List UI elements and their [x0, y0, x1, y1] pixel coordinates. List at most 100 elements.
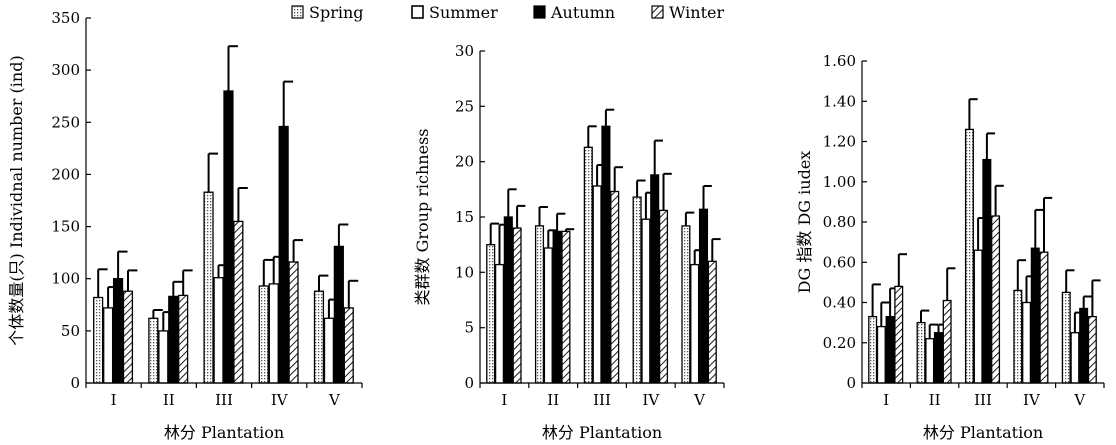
bar-summer-III	[213, 277, 224, 384]
bar-winter-I	[122, 290, 134, 384]
bar-spring-IV	[1013, 289, 1023, 384]
x-tick-label-II: II	[163, 391, 175, 409]
y-tick-label: 5	[464, 319, 474, 337]
y-tick-label: 0	[70, 374, 80, 392]
legend-swatch-winter	[651, 5, 664, 19]
bar-winter-IV	[1039, 251, 1049, 384]
bar-autumn-I	[503, 216, 513, 384]
y-tick-label: 0.60	[823, 253, 856, 271]
bar-summer-IV	[1022, 301, 1032, 384]
y-tick-label: 10	[455, 263, 474, 281]
bar-winter-III	[610, 190, 620, 384]
x-axis-label: 林分 Plantation	[923, 423, 1043, 442]
bar-summer-I	[103, 307, 114, 384]
bar-autumn-II	[552, 230, 562, 384]
bar-autumn-III	[982, 158, 992, 384]
bar-winter-III	[991, 215, 1001, 384]
x-tick-label-V: V	[328, 391, 341, 409]
legend-label-summer: Summer	[429, 3, 498, 22]
legend-swatch-spring	[291, 5, 304, 19]
y-tick-label: 30	[455, 42, 474, 60]
x-tick-label-III: III	[215, 391, 233, 409]
bar-spring-I	[486, 244, 496, 384]
y-tick-label: 100	[51, 270, 80, 288]
y-axis-label: 类群数 Group richness	[413, 128, 432, 305]
bar-autumn-V	[333, 245, 344, 384]
bar-autumn-V	[698, 208, 709, 384]
x-tick-label-IV: IV	[271, 391, 289, 409]
bar-spring-V	[681, 225, 691, 384]
legend-swatch-autumn	[533, 5, 546, 19]
bar-summer-IV	[268, 283, 279, 384]
y-tick-label: 0.20	[823, 334, 856, 352]
x-tick-label-III: III	[974, 391, 992, 409]
bar-autumn-III	[223, 90, 234, 384]
x-tick-label-I: I	[501, 391, 507, 409]
x-axis-label: 林分 Plantation	[542, 423, 662, 442]
x-tick-label-I: I	[111, 391, 117, 409]
chart-dg-index: 00.200.400.600.801.001.201.401.60I II III I…	[795, 52, 1105, 442]
bar-autumn-IV	[278, 125, 289, 384]
bar-summer-V	[1070, 332, 1080, 384]
bar-spring-I	[93, 296, 104, 384]
bar-winter-II	[561, 230, 571, 384]
bar-winter-III	[233, 220, 244, 384]
bar-summer-II	[543, 247, 553, 384]
bar-spring-II	[916, 321, 926, 384]
y-tick-label: 50	[61, 322, 80, 340]
bar-autumn-I	[112, 278, 124, 384]
legend: Spring Summer Autumn Winter	[291, 3, 724, 22]
x-tick-label-I: I	[883, 391, 889, 409]
legend-item-spring: Spring	[291, 3, 364, 22]
bar-summer-III	[592, 185, 602, 384]
bar-summer-I	[494, 263, 505, 384]
y-tick-label: 250	[51, 113, 80, 131]
bar-spring-IV	[632, 196, 642, 384]
x-tick-label-V: V	[693, 391, 706, 409]
bar-autumn-II	[168, 295, 179, 384]
bar-summer-IV	[641, 218, 651, 384]
bar-winter-I	[894, 285, 904, 384]
legend-label-spring: Spring	[309, 3, 364, 22]
bar-winter-IV	[288, 261, 299, 384]
bar-winter-II	[178, 294, 189, 384]
bar-summer-II	[925, 338, 935, 384]
bar-winter-V	[707, 260, 717, 384]
bar-winter-V	[343, 307, 354, 384]
y-tick-label: 1.20	[823, 133, 856, 151]
y-tick-label: 1.00	[823, 173, 856, 191]
bar-spring-III	[203, 191, 214, 384]
y-tick-label: 1.40	[823, 92, 856, 110]
bar-winter-V	[1087, 315, 1097, 384]
legend-label-autumn: Autumn	[550, 3, 615, 22]
x-tick-label-II: II	[929, 391, 941, 409]
legend-item-autumn: Autumn	[533, 3, 615, 22]
bar-summer-I	[876, 325, 886, 384]
legend-item-summer: Summer	[411, 3, 498, 22]
bar-autumn-IV	[650, 174, 660, 384]
bar-spring-III	[964, 128, 974, 384]
bar-spring-V	[1061, 291, 1071, 384]
y-tick-label: 20	[455, 153, 474, 171]
x-tick-label-II: II	[547, 391, 559, 409]
bar-spring-IV	[258, 285, 269, 384]
y-tick-label: 0.80	[823, 213, 856, 231]
y-tick-label: 0	[846, 374, 856, 392]
y-tick-label: 200	[51, 165, 80, 183]
y-tick-label: 15	[455, 208, 474, 226]
x-tick-label-IV: IV	[642, 391, 660, 409]
y-tick-label: 1.60	[823, 52, 856, 70]
x-tick-label-V: V	[1073, 391, 1086, 409]
bar-spring-II	[148, 317, 159, 384]
bar-summer-II	[158, 330, 169, 384]
y-tick-label: 0	[464, 374, 474, 392]
x-tick-label-III: III	[593, 391, 611, 409]
y-axis-label: 个体数量(只) Individnal number (ind)	[7, 55, 26, 345]
x-tick-label-IV: IV	[1023, 391, 1041, 409]
bar-summer-V	[690, 263, 700, 384]
bar-spring-V	[313, 290, 325, 384]
bar-autumn-I	[885, 315, 895, 384]
y-tick-label: 350	[51, 9, 80, 27]
